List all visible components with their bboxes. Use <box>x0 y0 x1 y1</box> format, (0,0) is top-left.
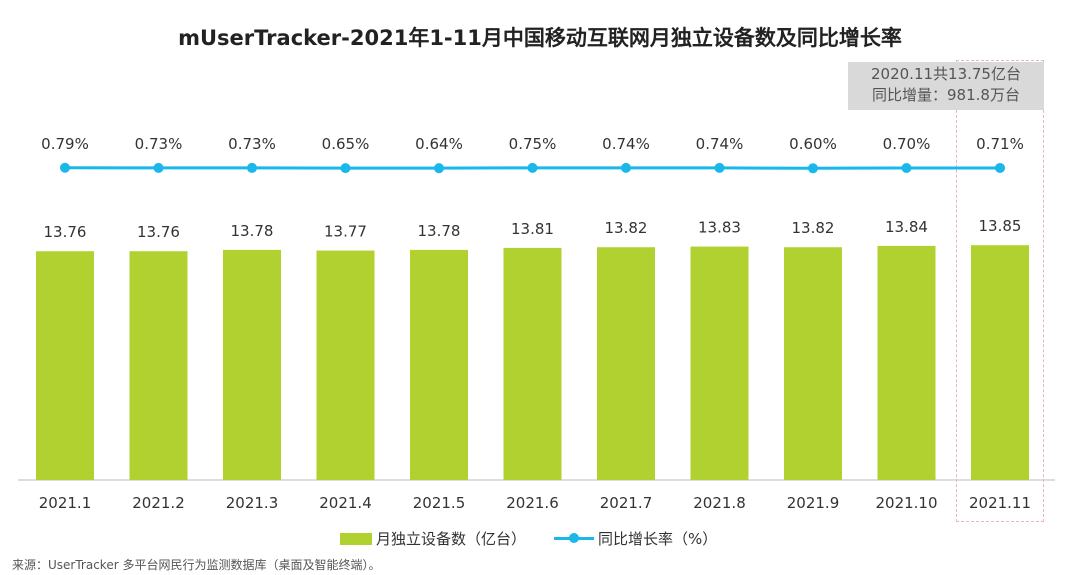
bar-value-label: 13.84 <box>885 218 928 236</box>
growth-point <box>901 163 912 173</box>
growth-value-label: 0.74% <box>602 135 650 153</box>
x-tick-label: 2021.6 <box>506 494 559 512</box>
legend-bar-label: 月独立设备数（亿台） <box>376 530 527 548</box>
bar-value-label: 13.81 <box>511 220 554 238</box>
growth-value-label: 0.70% <box>883 135 931 153</box>
growth-point <box>621 162 631 173</box>
x-tick-label: 2021.10 <box>875 494 937 512</box>
legend-line: 同比增长率（%） <box>554 528 717 549</box>
growth-point <box>340 163 351 174</box>
source-note: 来源：UserTracker 多平台网民行为监测数据库（桌面及智能终端）。 <box>12 558 381 572</box>
legend-line-swatch <box>554 533 595 543</box>
bar <box>784 247 842 480</box>
x-tick-label: 2021.2 <box>132 494 185 512</box>
bar <box>503 247 562 480</box>
bar <box>316 250 375 480</box>
growth-point <box>714 162 725 173</box>
growth-point <box>995 162 1005 173</box>
bar <box>971 245 1029 480</box>
growth-point <box>247 162 257 173</box>
bar-value-label: 13.82 <box>605 219 648 237</box>
bar-value-label: 13.78 <box>231 222 274 240</box>
x-tick-label: 2021.5 <box>413 494 466 512</box>
bar-value-label: 13.76 <box>137 223 180 241</box>
x-tick-label: 2021.8 <box>693 494 746 512</box>
x-tick-label: 2021.1 <box>39 494 92 512</box>
growth-point <box>153 162 164 173</box>
highlight-box <box>956 60 1044 522</box>
bar <box>690 246 749 480</box>
growth-value-label: 0.75% <box>509 135 557 153</box>
x-tick-label: 2021.7 <box>600 494 653 512</box>
bar <box>877 245 936 480</box>
legend: 月独立设备数（亿台） 同比增长率（%） <box>340 528 717 549</box>
growth-value-label: 0.79% <box>41 135 89 153</box>
bar <box>410 249 468 480</box>
annotation-box: 2020.11共13.75亿台 同比增量：981.8万台 <box>848 62 1044 110</box>
bar-value-label: 13.82 <box>792 219 835 237</box>
bar <box>597 247 655 480</box>
growth-value-label: 0.73% <box>135 135 183 153</box>
x-tick-label: 2021.4 <box>319 494 372 512</box>
growth-value-label: 0.73% <box>228 135 276 153</box>
growth-point <box>527 162 538 173</box>
bar <box>36 251 94 480</box>
bar-value-label: 13.76 <box>44 223 87 241</box>
bar <box>129 251 188 480</box>
bar-value-label: 13.83 <box>698 219 741 237</box>
growth-value-label: 0.74% <box>696 135 744 153</box>
growth-point <box>60 162 70 173</box>
bar-value-label: 13.85 <box>979 217 1022 235</box>
growth-point <box>808 163 818 174</box>
bar-value-label: 13.77 <box>324 223 367 241</box>
x-tick-label: 2021.11 <box>969 494 1031 512</box>
x-tick-label: 2021.9 <box>787 494 840 512</box>
legend-bar: 月独立设备数（亿台） <box>340 528 526 549</box>
growth-value-label: 0.60% <box>789 135 837 153</box>
legend-line-label: 同比增长率（%） <box>598 530 718 548</box>
chart-title: mUserTracker-2021年1-11月中国移动互联网月独立设备数及同比增… <box>178 26 902 50</box>
growth-point <box>434 163 444 174</box>
bar-value-label: 13.78 <box>418 222 461 240</box>
growth-value-label: 0.64% <box>415 135 463 153</box>
annotation-line1: 2020.11共13.75亿台 <box>871 65 1021 83</box>
x-tick-label: 2021.3 <box>226 494 279 512</box>
annotation-line2: 同比增量：981.8万台 <box>872 86 1020 104</box>
legend-bar-swatch <box>340 532 372 545</box>
bar <box>223 249 281 480</box>
growth-value-label: 0.65% <box>322 135 370 153</box>
growth-value-label: 0.71% <box>976 135 1024 153</box>
